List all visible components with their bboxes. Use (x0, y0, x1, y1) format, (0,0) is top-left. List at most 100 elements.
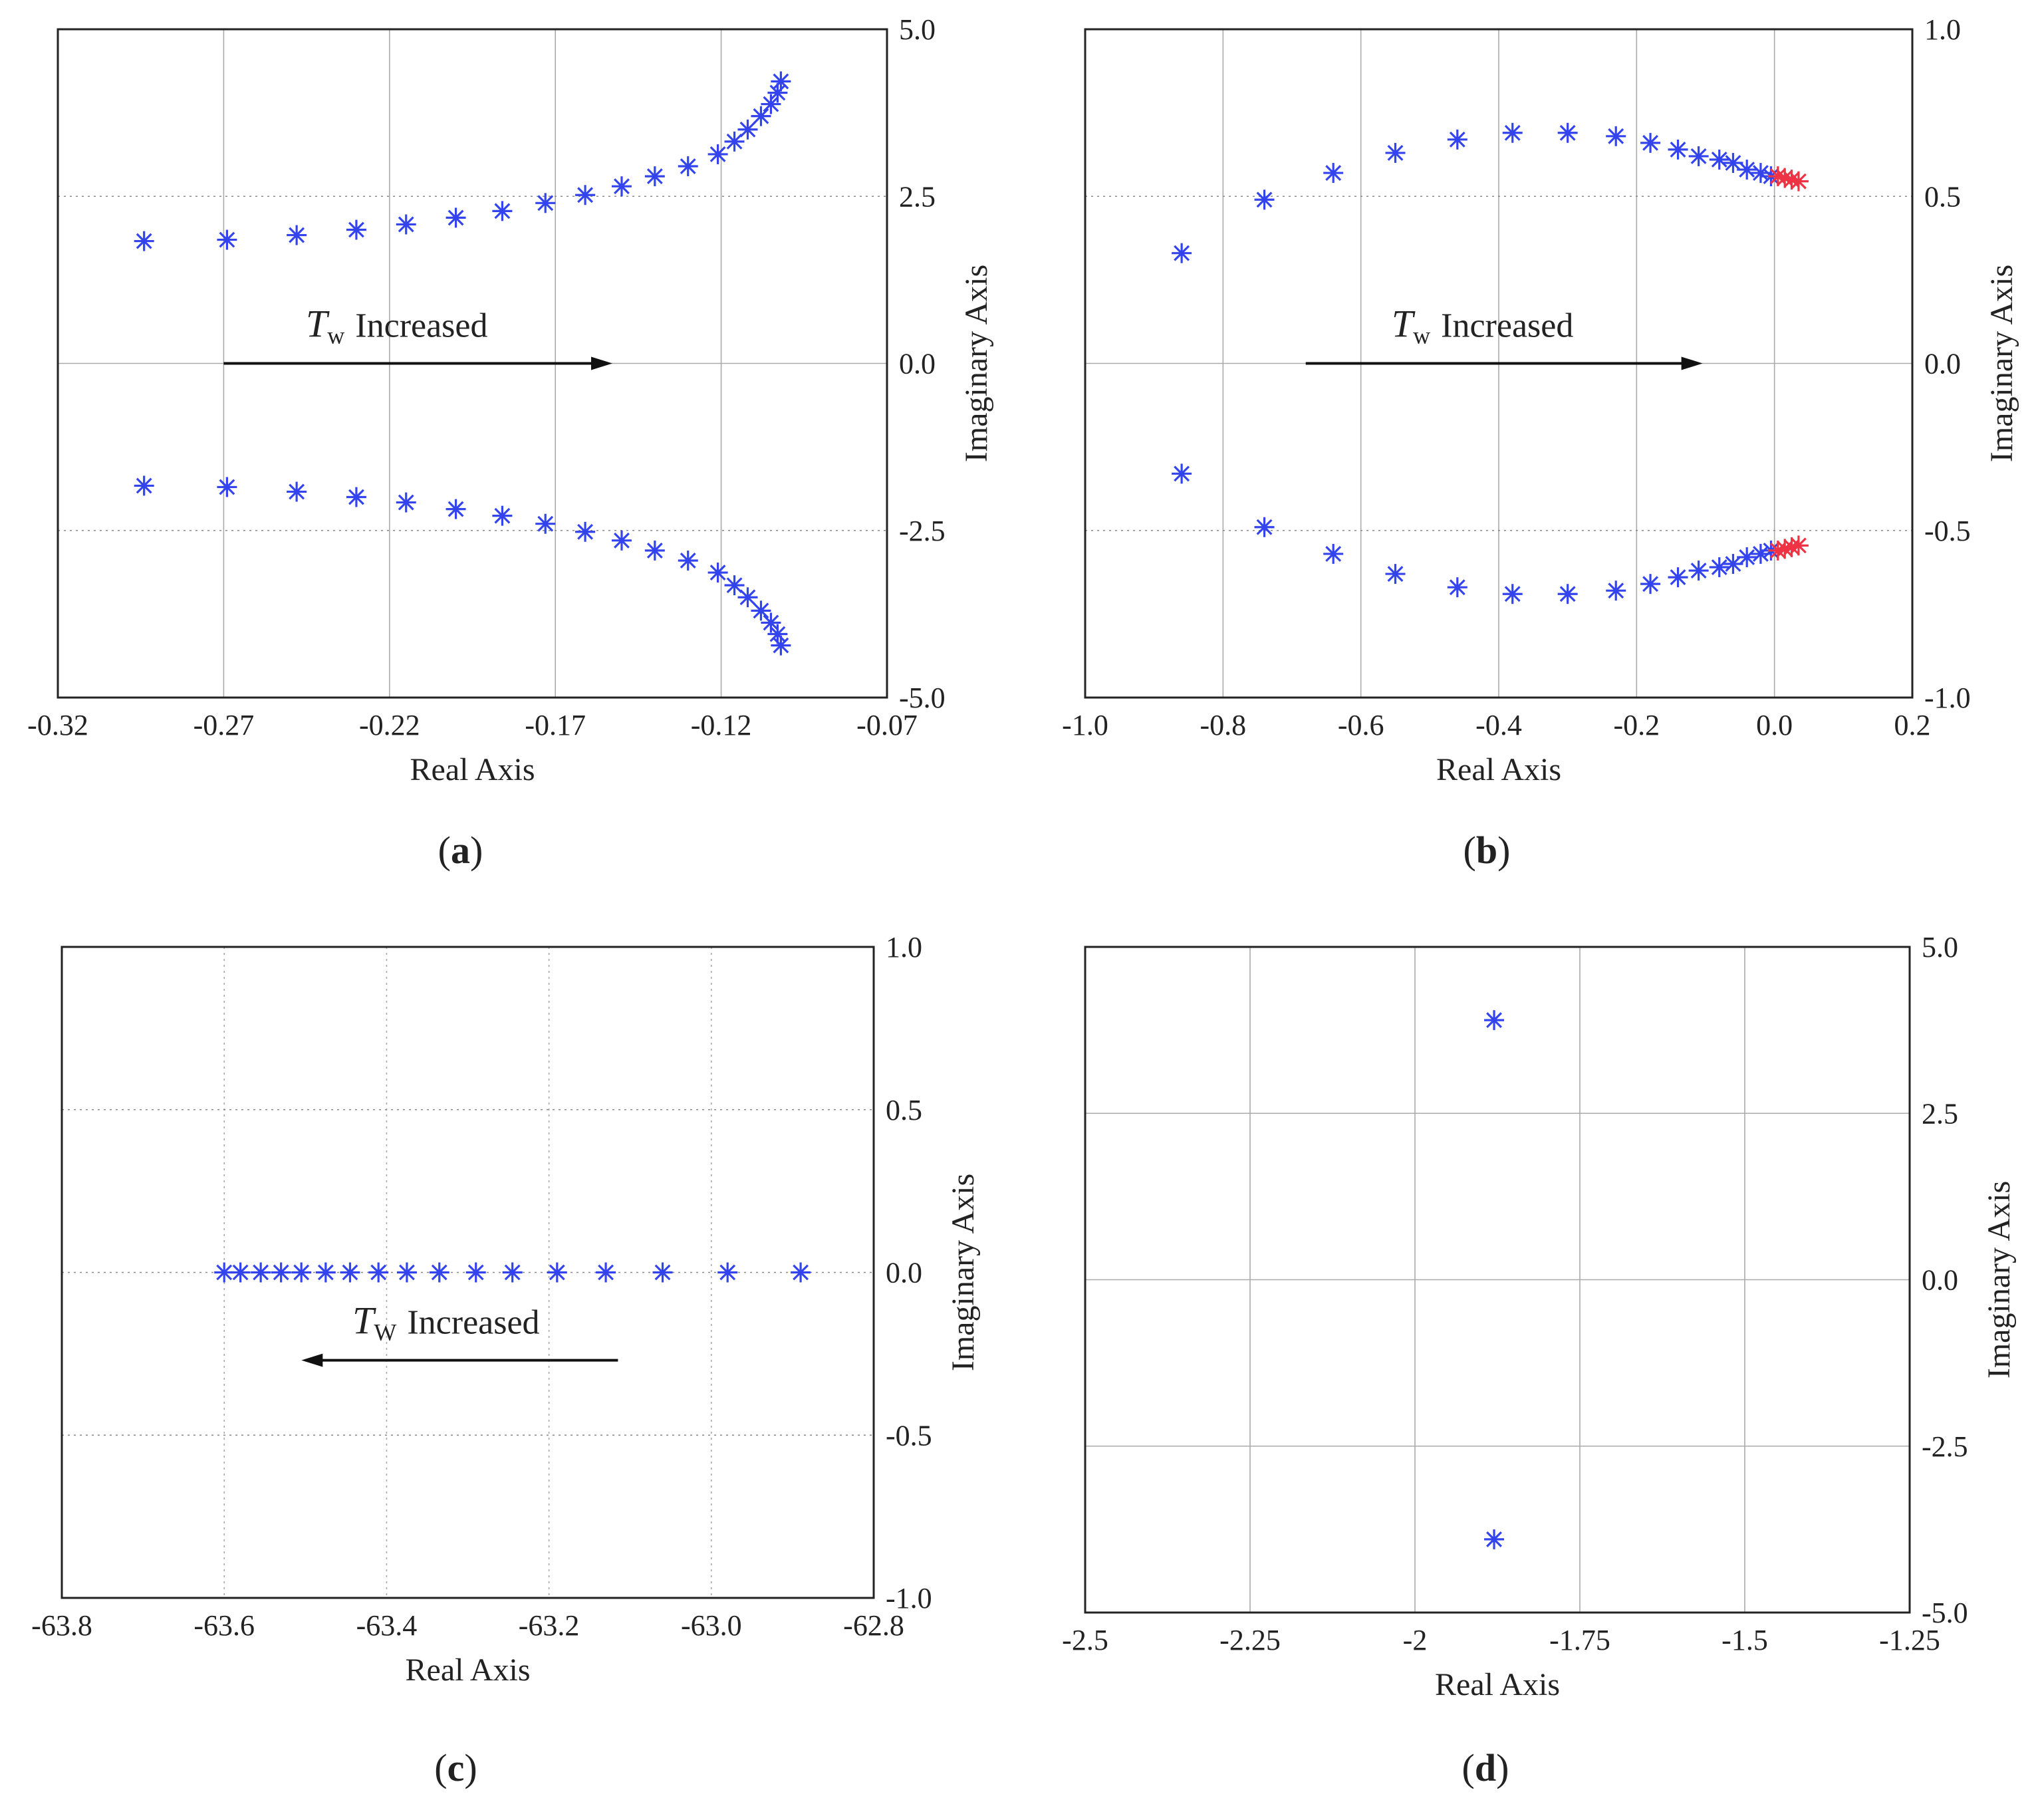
data-point (251, 1262, 271, 1283)
marker-stroke (614, 178, 630, 195)
data-point (535, 193, 556, 213)
data-point-conjugate (751, 600, 771, 621)
marker-stroke (769, 84, 786, 101)
data-point (346, 219, 366, 240)
data-point (368, 1262, 389, 1283)
marker-stroke (431, 1264, 447, 1281)
x-axis-title: Real Axis (1436, 752, 1561, 787)
marker-stroke (447, 209, 464, 226)
marker-stroke (726, 133, 743, 150)
panel-label-paren: ( (1462, 1746, 1475, 1789)
x-tick-label: -63.2 (519, 1609, 580, 1642)
grid (62, 947, 874, 1598)
data-point (652, 1262, 673, 1283)
marker-stroke (1769, 168, 1786, 185)
data-point (502, 1262, 523, 1283)
marker-stroke (1753, 545, 1769, 562)
marker-stroke (136, 233, 152, 249)
data-markers (1172, 122, 1809, 604)
annotation-text: Increased (1441, 307, 1573, 345)
marker-stroke (1725, 556, 1741, 572)
y-tick-label: 5.0 (1922, 931, 1958, 964)
data-point (791, 1262, 811, 1283)
marker-stroke (769, 626, 786, 642)
y-tick-label: -2.5 (1922, 1430, 1968, 1463)
marker-stroke (1642, 576, 1658, 592)
plot-frame (1084, 946, 1911, 1614)
plot-frame (1084, 28, 1914, 699)
marker-stroke (317, 1264, 334, 1281)
data-point-conjugate (1668, 567, 1688, 588)
grid (1085, 947, 1910, 1613)
data-point-conjugate (287, 481, 307, 502)
marker-stroke (1670, 141, 1686, 158)
data-point-conjugate (707, 563, 728, 583)
data-point (771, 71, 791, 92)
data-point-conjugate (445, 499, 466, 519)
y-tick-label: 5.0 (899, 13, 936, 46)
marker-stroke (537, 195, 554, 211)
data-point (214, 1262, 235, 1283)
marker-stroke (293, 1264, 310, 1281)
marker-stroke (1777, 170, 1793, 186)
data-point-conjugate (761, 612, 781, 633)
y-axis-title: Imaginary Axis (959, 265, 994, 462)
data-point-conjugate (1737, 547, 1757, 567)
marker-stroke (136, 477, 152, 494)
data-point-conjugate (611, 530, 632, 551)
marker-stroke (726, 577, 743, 594)
x-tick-label: 0.0 (1756, 709, 1793, 741)
marker-stroke (1739, 549, 1755, 565)
x-tick-label: -0.32 (27, 709, 88, 741)
x-tick-label: -0.4 (1475, 709, 1522, 741)
data-point (315, 1262, 336, 1283)
marker-stroke (753, 602, 769, 619)
y-axis-title: Imaginary Axis (1984, 265, 2019, 462)
panel-label: (d) (1462, 1746, 1509, 1789)
data-point (1385, 142, 1406, 163)
marker-stroke (1449, 579, 1465, 596)
data-point-conjugate (535, 513, 556, 534)
marker-stroke (773, 637, 789, 654)
y-tick-label: -0.5 (1924, 515, 1971, 547)
data-point (1709, 149, 1729, 170)
panel-label-letter: b (1476, 829, 1497, 872)
y-tick-label: -1.0 (1924, 682, 1971, 714)
annotation-label: Tw Increased (1392, 303, 1573, 349)
annotation-symbol: T (1392, 303, 1416, 346)
y-tick-label: 0.0 (1924, 348, 1961, 380)
marker-stroke (646, 168, 663, 185)
data-point (271, 1262, 291, 1283)
marker-stroke (447, 501, 464, 517)
data-point (396, 1262, 417, 1283)
x-tick-label: -0.07 (856, 709, 918, 741)
panel-label-letter: a (451, 829, 470, 872)
data-point (287, 225, 307, 245)
data-point (217, 229, 237, 250)
data-point (445, 207, 466, 228)
marker-stroke (1739, 162, 1755, 178)
marker-stroke (494, 507, 511, 524)
annotation-text: Increased (355, 307, 487, 345)
x-tick-label: -2.25 (1219, 1624, 1281, 1656)
marker-stroke (1690, 148, 1707, 164)
marker-stroke (232, 1264, 249, 1281)
data-point (465, 1262, 486, 1283)
data-point (1737, 160, 1757, 180)
marker-stroke (494, 203, 511, 219)
plot-frame (61, 946, 875, 1599)
marker-stroke (680, 553, 696, 569)
annotation-symbol: T (352, 1299, 376, 1343)
marker-stroke (219, 479, 235, 495)
y-tick-label: -1.0 (886, 1582, 932, 1615)
data-point (547, 1262, 567, 1283)
marker-stroke (273, 1264, 289, 1281)
marker-stroke (739, 589, 756, 606)
x-axis-title: Real Axis (406, 1652, 531, 1688)
marker-stroke (577, 523, 594, 540)
data-point-conjugate (724, 575, 745, 596)
data-point-conjugate (396, 492, 416, 513)
marker-stroke (646, 542, 663, 559)
annotation-subscript: w (1413, 323, 1430, 349)
